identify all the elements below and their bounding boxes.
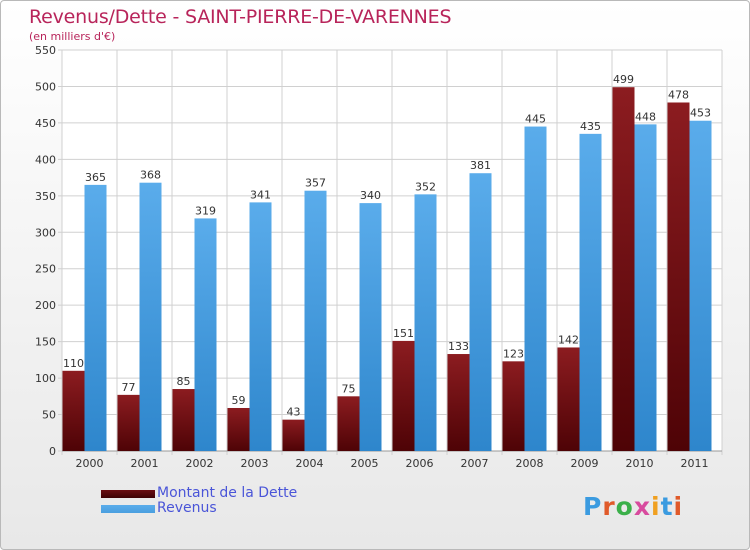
- data-label: 110: [63, 357, 84, 370]
- y-tick-label: 400: [35, 153, 56, 166]
- x-tick-label: 2009: [571, 457, 599, 470]
- y-tick-label: 100: [35, 372, 56, 385]
- y-tick-label: 350: [35, 190, 56, 203]
- bar-dette: [337, 396, 360, 451]
- x-tick-label: 2002: [186, 457, 214, 470]
- y-tick-label: 200: [35, 299, 56, 312]
- logo-letter: o: [615, 492, 634, 521]
- data-label: 43: [287, 406, 301, 419]
- x-tick-label: 2000: [76, 457, 104, 470]
- bar-dette: [117, 394, 140, 451]
- chart-title: Revenus/Dette - SAINT-PIERRE-DE-VARENNES: [29, 6, 452, 28]
- y-tick-label: 450: [35, 117, 56, 130]
- bar-dette: [447, 354, 470, 451]
- x-tick-label: 2007: [461, 457, 489, 470]
- legend-swatch-revenus: [101, 505, 155, 513]
- data-label: 123: [503, 347, 524, 360]
- logo-letter: P: [583, 492, 603, 521]
- data-label: 435: [580, 120, 601, 133]
- bar-revenus: [524, 126, 547, 452]
- bar-revenus: [84, 184, 107, 451]
- bar-dette: [557, 347, 580, 451]
- bar-revenus: [139, 182, 162, 451]
- bar-dette: [392, 340, 415, 451]
- data-label: 319: [195, 204, 216, 217]
- data-label: 368: [140, 169, 161, 182]
- bar-revenus: [634, 124, 657, 451]
- data-label: 499: [613, 73, 634, 86]
- bar-revenus: [194, 218, 217, 451]
- logo-letter: i: [651, 492, 661, 521]
- y-tick-label: 150: [35, 336, 56, 349]
- x-tick-label: 2006: [406, 457, 434, 470]
- data-label: 77: [122, 381, 136, 394]
- legend-label-debt: Montant de la Dette: [157, 485, 298, 501]
- bar-dette: [502, 361, 525, 451]
- data-label: 478: [668, 88, 689, 101]
- logo-letter: x: [633, 492, 651, 521]
- y-tick-label: 550: [35, 44, 56, 57]
- y-tick-label: 250: [35, 263, 56, 276]
- data-label: 453: [690, 107, 711, 120]
- data-label: 341: [250, 188, 271, 201]
- data-label: 75: [342, 382, 356, 395]
- data-label: 142: [558, 333, 579, 346]
- bar-revenus: [304, 190, 327, 451]
- logo-letter: i: [673, 492, 684, 521]
- bar-dette: [282, 419, 305, 451]
- bar-dette: [227, 407, 250, 451]
- x-tick-label: 2008: [516, 457, 544, 470]
- data-label: 59: [232, 394, 246, 407]
- bar-revenus: [469, 173, 492, 451]
- chart-subtitle: (en milliers d'€): [29, 30, 116, 43]
- x-tick-label: 2011: [681, 457, 709, 470]
- data-label: 133: [448, 340, 469, 353]
- y-tick-label: 500: [35, 80, 56, 93]
- logo-letter: r: [602, 492, 616, 521]
- data-label: 85: [177, 375, 191, 388]
- x-tick-label: 2003: [241, 457, 269, 470]
- bar-revenus: [414, 194, 437, 452]
- bar-revenus: [579, 133, 602, 451]
- data-label: 151: [393, 327, 414, 340]
- bar-dette: [62, 370, 85, 451]
- y-tick-label: 300: [35, 226, 56, 239]
- data-label: 365: [85, 171, 106, 184]
- legend-swatch-debt: [101, 490, 155, 498]
- x-tick-label: 2005: [351, 457, 379, 470]
- data-label: 357: [305, 177, 326, 190]
- logo-letter: t: [660, 492, 674, 521]
- data-label: 448: [635, 110, 656, 123]
- bar-dette: [612, 87, 635, 451]
- data-label: 340: [360, 189, 381, 202]
- x-tick-label: 2010: [626, 457, 654, 470]
- bar-revenus: [689, 120, 712, 452]
- data-label: 352: [415, 180, 436, 193]
- bar-dette: [667, 102, 690, 452]
- bar-dette: [172, 389, 195, 451]
- y-tick-label: 0: [49, 445, 56, 458]
- y-tick-label: 50: [42, 409, 56, 422]
- legend-label-revenus: Revenus: [157, 500, 217, 516]
- data-label: 445: [525, 113, 546, 126]
- data-label: 381: [470, 159, 491, 172]
- x-tick-label: 2001: [131, 457, 159, 470]
- proxiti-logo: Proxiti: [583, 492, 683, 521]
- bar-revenus: [359, 203, 382, 451]
- bar-revenus: [249, 202, 272, 451]
- x-tick-label: 2004: [296, 457, 324, 470]
